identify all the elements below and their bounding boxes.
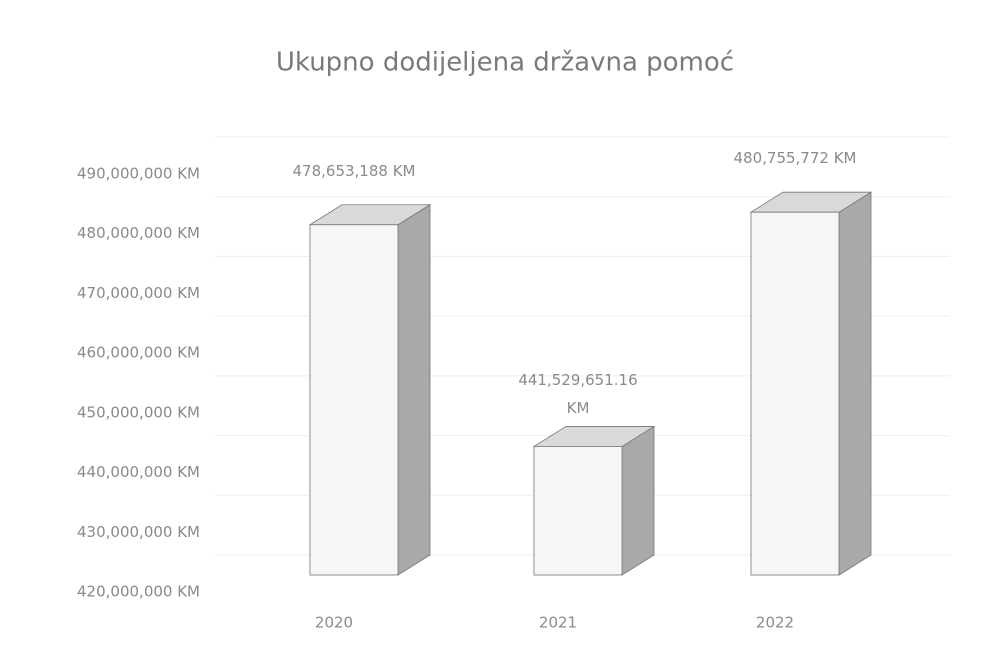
chart-title: Ukupno dodijeljena državna pomoć xyxy=(276,48,734,78)
y-tick-label: 490,000,000 KM xyxy=(77,165,200,183)
bar xyxy=(309,224,399,576)
value-label: 441,529,651.16 KM xyxy=(518,371,638,418)
x-tick-label: 2020 xyxy=(315,614,353,632)
bar xyxy=(533,446,623,576)
value-label: 480,755,772 KM xyxy=(733,149,857,168)
y-tick-label: 430,000,000 KM xyxy=(77,523,200,541)
x-tick-label: 2022 xyxy=(756,614,794,632)
y-tick-label: 440,000,000 KM xyxy=(77,463,200,481)
y-tick-label: 480,000,000 KM xyxy=(77,224,200,242)
y-tick-label: 460,000,000 KM xyxy=(77,344,200,362)
bar-side xyxy=(397,204,431,576)
value-label: 478,653,188 KM xyxy=(292,161,416,180)
bar-side xyxy=(838,191,872,576)
y-tick-label: 450,000,000 KM xyxy=(77,403,200,421)
y-tick-label: 470,000,000 KM xyxy=(77,284,200,302)
x-tick-label: 2021 xyxy=(539,614,577,632)
bar-side xyxy=(621,425,655,576)
bar xyxy=(750,211,840,576)
y-tick-label: 420,000,000 KM xyxy=(77,583,200,601)
